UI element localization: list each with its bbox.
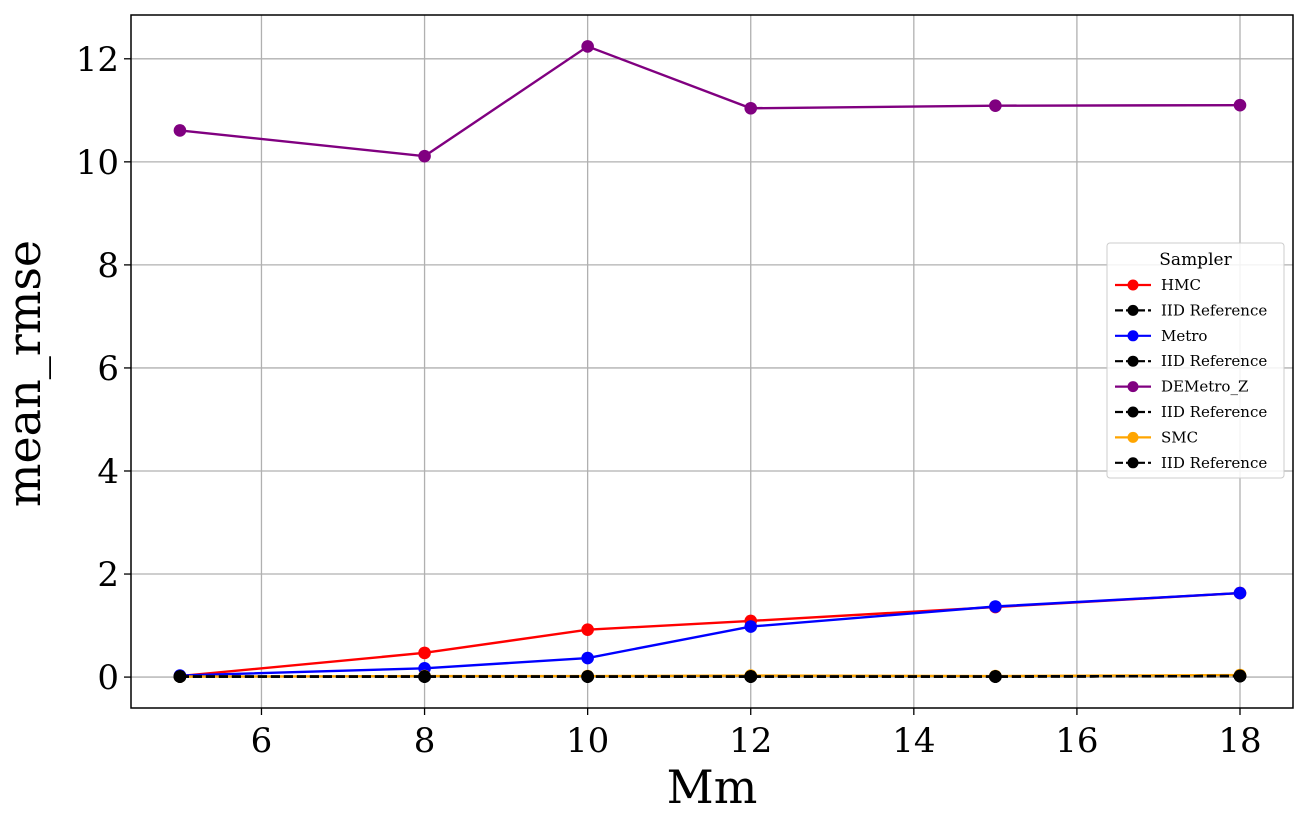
y-tick-label: 4 (97, 452, 119, 492)
ticks: 6 8 10 12 14 16 18 0 2 4 6 8 10 12 (76, 40, 1262, 761)
legend-marker (1127, 330, 1139, 342)
x-tick-label: 6 (251, 721, 273, 761)
x-tick-label: 16 (1055, 721, 1098, 761)
legend-item: IID Reference (1115, 454, 1267, 472)
data-point (744, 620, 758, 633)
data-point (989, 600, 1002, 613)
legend-label: SMC (1161, 428, 1198, 446)
legend-marker (1127, 279, 1139, 291)
data-point (173, 670, 187, 683)
series-line (179, 674, 1240, 678)
legend-label: IID Reference (1161, 301, 1267, 319)
data-point (1233, 586, 1247, 600)
x-tick-label: 10 (566, 721, 609, 761)
x-tick-label: 8 (414, 721, 436, 761)
y-tick-label: 12 (76, 40, 119, 80)
data-point (581, 623, 594, 636)
legend: Sampler HMC IID Reference Metro IID Referen… (1106, 242, 1285, 479)
legend-box (1106, 242, 1285, 479)
data-point (173, 124, 187, 137)
series-iid-reference (173, 669, 1247, 683)
data-point (418, 149, 431, 163)
data-point (418, 646, 431, 660)
data-point (581, 40, 594, 53)
x-tick-label: 18 (1218, 721, 1261, 761)
legend-label: DEMetro_Z (1161, 378, 1248, 396)
data-point (989, 99, 1002, 112)
legend-marker (1127, 381, 1139, 393)
legend-marker (1127, 457, 1139, 469)
data-point (1233, 669, 1247, 683)
legend-item: IID Reference (1115, 403, 1267, 421)
legend-marker (1127, 431, 1139, 443)
series-metro (173, 586, 1247, 682)
legend-item: DEMetro_Z (1115, 378, 1248, 396)
data-point (989, 670, 1002, 683)
plot-frame (130, 14, 1294, 709)
y-tick-label: 10 (76, 143, 119, 183)
legend-title: Sampler (1159, 250, 1232, 270)
data-point (744, 101, 758, 115)
series-layer (173, 40, 1247, 683)
y-tick-label: 0 (97, 658, 119, 698)
data-point (581, 670, 594, 683)
legend-label: IID Reference (1161, 352, 1267, 370)
data-point (1233, 98, 1247, 112)
legend-label: IID Reference (1161, 403, 1267, 421)
legend-label: HMC (1161, 276, 1201, 294)
legend-item: SMC (1115, 428, 1198, 446)
legend-label: Metro (1161, 327, 1207, 345)
grid (131, 15, 1293, 708)
x-tick-label: 12 (729, 721, 772, 761)
y-tick-label: 2 (97, 555, 119, 595)
x-tick-label: 14 (892, 721, 935, 761)
y-axis-title: mean_rmse (0, 240, 51, 507)
data-point (418, 670, 431, 683)
legend-items: HMC IID Reference Metro IID Reference DEMetr… (1115, 276, 1267, 472)
data-point (744, 670, 758, 683)
y-tick-label: 8 (97, 246, 119, 286)
y-tick-label: 6 (97, 349, 119, 389)
legend-item: Metro (1115, 327, 1207, 345)
legend-marker (1127, 304, 1139, 316)
data-point (581, 651, 594, 665)
legend-item: IID Reference (1115, 352, 1267, 370)
x-axis-title: Mm (667, 760, 758, 814)
legend-marker (1127, 406, 1139, 418)
series-line (179, 45, 1240, 158)
legend-marker (1127, 355, 1139, 367)
series-line (179, 591, 1241, 677)
legend-item: IID Reference (1115, 301, 1267, 319)
legend-label: IID Reference (1161, 454, 1267, 472)
series-demetro-z (173, 40, 1247, 163)
legend-item: HMC (1115, 276, 1201, 294)
